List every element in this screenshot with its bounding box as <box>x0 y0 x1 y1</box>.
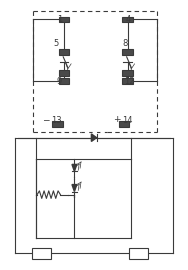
Text: −: − <box>42 115 49 124</box>
Bar <box>122 70 133 76</box>
Bar <box>119 121 129 127</box>
Bar <box>59 78 69 84</box>
Text: 9: 9 <box>57 77 62 86</box>
Text: 13: 13 <box>51 116 62 125</box>
Bar <box>59 16 69 22</box>
Text: 14: 14 <box>122 116 133 125</box>
Bar <box>59 70 69 76</box>
Bar <box>130 248 148 259</box>
Text: 12: 12 <box>124 77 135 86</box>
Bar <box>122 49 133 55</box>
Bar <box>122 78 133 84</box>
Text: 1: 1 <box>57 15 62 24</box>
Text: 4: 4 <box>126 15 131 24</box>
Bar <box>59 49 69 55</box>
Bar <box>52 121 63 127</box>
Polygon shape <box>72 185 77 191</box>
Bar <box>122 16 133 22</box>
Bar <box>32 248 51 259</box>
Text: +: + <box>113 115 120 124</box>
Polygon shape <box>91 134 97 141</box>
Text: 5: 5 <box>53 39 58 48</box>
Polygon shape <box>72 164 77 171</box>
Text: 8: 8 <box>122 39 127 48</box>
